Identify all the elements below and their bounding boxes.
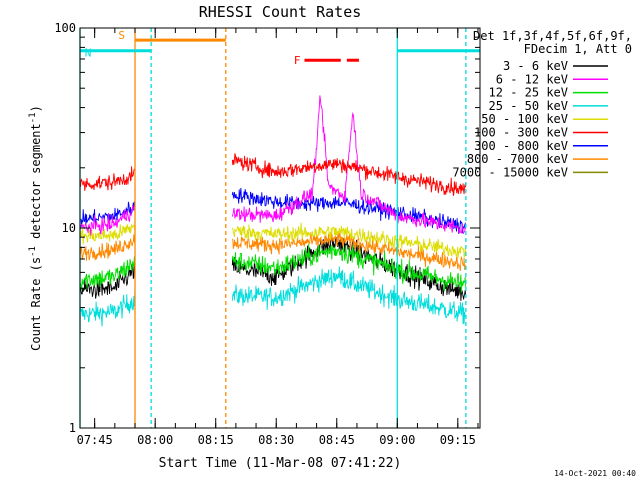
series-line-3 <box>80 266 466 327</box>
axes-layer: 1 10 100 07:45 08:00 08:15 08:30 08:45 09:00 09:1… <box>54 21 480 447</box>
x-axis-label: Start Time (11-Mar-08 07:41:22) <box>159 456 402 471</box>
legend-label-0: 3 - 6 keV <box>503 59 568 73</box>
plot-data-layer <box>80 95 467 327</box>
x-tick-label-3: 08:30 <box>258 433 294 447</box>
annotation-label-n: N <box>85 47 92 60</box>
footer-date: 14-Oct-2021 00:40 <box>554 469 636 478</box>
x-tick-label-4: 08:45 <box>319 433 355 447</box>
annotation-label-s: S <box>118 29 125 42</box>
legend-label-1: 6 - 12 keV <box>496 72 568 86</box>
series-line-4 <box>80 222 467 259</box>
x-tick-label-0: 07:45 <box>77 433 113 447</box>
series-line-2 <box>80 243 467 293</box>
annotation-label-f: F <box>294 54 301 67</box>
y-tick-label-0: 1 <box>69 421 76 435</box>
legend-label-7: 800 - 7000 keV <box>467 152 568 166</box>
y-tick-label-2: 100 <box>54 21 76 35</box>
y-axis-label: Count Rate (s-1 detector segment-1) <box>28 105 43 351</box>
legend-label-5: 100 - 300 keV <box>474 126 568 140</box>
legend-label-4: 50 - 100 keV <box>481 112 568 126</box>
series-line-1 <box>80 95 467 236</box>
x-tick-label-1: 08:00 <box>137 433 173 447</box>
legend-header-line-2: FDecim 1, Att 0 <box>524 42 632 56</box>
series-line-0 <box>80 236 467 301</box>
series-line-6 <box>80 187 467 234</box>
x-tick-label-5: 09:00 <box>379 433 415 447</box>
legend-label-6: 300 - 800 keV <box>474 139 568 153</box>
legend-label-3: 25 - 50 keV <box>489 99 568 113</box>
x-tick-label-6: 09:15 <box>440 433 476 447</box>
chart-title: RHESSI Count Rates <box>199 3 362 21</box>
legend-header-line-1: Det 1f,3f,4f,5f,6f,9f, <box>473 29 632 43</box>
y-tick-label-1: 10 <box>62 221 76 235</box>
plot-frame <box>79 27 481 429</box>
x-tick-label-2: 08:15 <box>198 433 234 447</box>
legend-label-2: 12 - 25 keV <box>489 86 568 100</box>
annotation-layer: S N F <box>79 28 480 428</box>
series-line-7 <box>80 232 467 271</box>
legend-label-8: 7000 - 15000 keV <box>452 165 568 179</box>
series-line-5 <box>80 153 467 196</box>
